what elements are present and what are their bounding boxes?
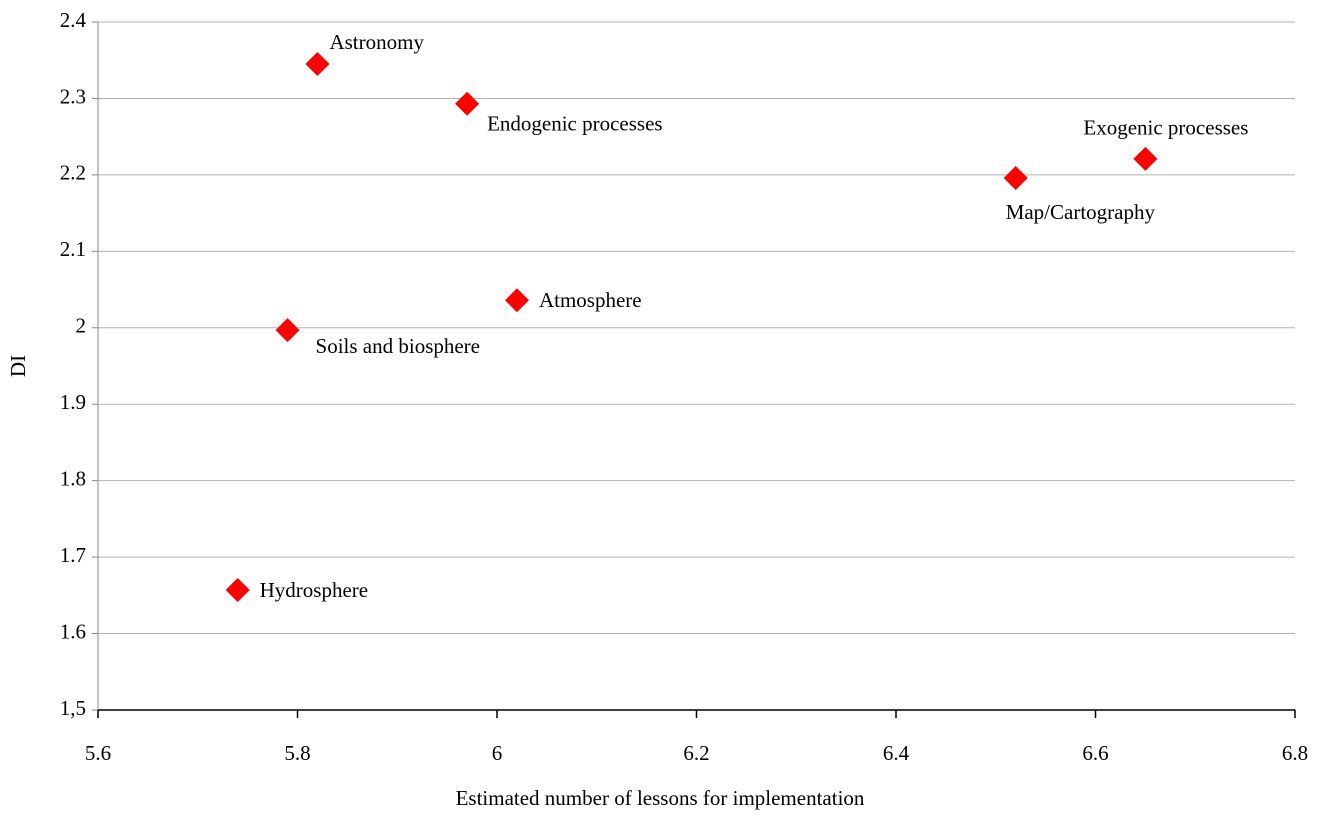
x-tick-label: 6 bbox=[492, 741, 503, 765]
y-tick-label: 1,5 bbox=[60, 696, 86, 720]
y-axis-title: DI bbox=[6, 355, 30, 377]
y-tick-label: 1.8 bbox=[60, 466, 86, 490]
y-tick-label: 1.9 bbox=[60, 390, 86, 414]
marker bbox=[1133, 146, 1158, 171]
point-label: Exogenic processes bbox=[1083, 116, 1248, 140]
marker bbox=[275, 318, 300, 343]
marker bbox=[225, 577, 250, 602]
point-label: Astronomy bbox=[329, 30, 424, 54]
x-axis-title: Estimated number of lessons for implemen… bbox=[456, 786, 865, 810]
y-tick-label: 2.2 bbox=[60, 161, 86, 185]
point-label: Endogenic processes bbox=[487, 112, 663, 136]
y-tick-label: 2.1 bbox=[60, 237, 86, 261]
y-tick-label: 2.3 bbox=[60, 84, 86, 108]
point-label: Hydrosphere bbox=[260, 578, 368, 602]
x-tick-label: 6.2 bbox=[683, 741, 709, 765]
marker bbox=[305, 52, 330, 77]
y-tick-label: 1.7 bbox=[60, 543, 86, 567]
point-label: Atmosphere bbox=[539, 288, 642, 312]
marker bbox=[455, 91, 480, 116]
point-label: Soils and biosphere bbox=[316, 334, 480, 358]
x-tick-label: 5.6 bbox=[85, 741, 111, 765]
y-tick-label: 2.4 bbox=[60, 8, 87, 32]
marker bbox=[504, 288, 529, 313]
point-label: Map/Cartography bbox=[1006, 200, 1156, 224]
y-tick-label: 2 bbox=[76, 314, 87, 338]
y-tick-label: 1.6 bbox=[60, 619, 86, 643]
x-tick-label: 6.8 bbox=[1282, 741, 1308, 765]
x-tick-label: 6.6 bbox=[1082, 741, 1108, 765]
x-tick-label: 6.4 bbox=[883, 741, 910, 765]
x-tick-label: 5.8 bbox=[284, 741, 310, 765]
marker bbox=[1003, 165, 1028, 190]
